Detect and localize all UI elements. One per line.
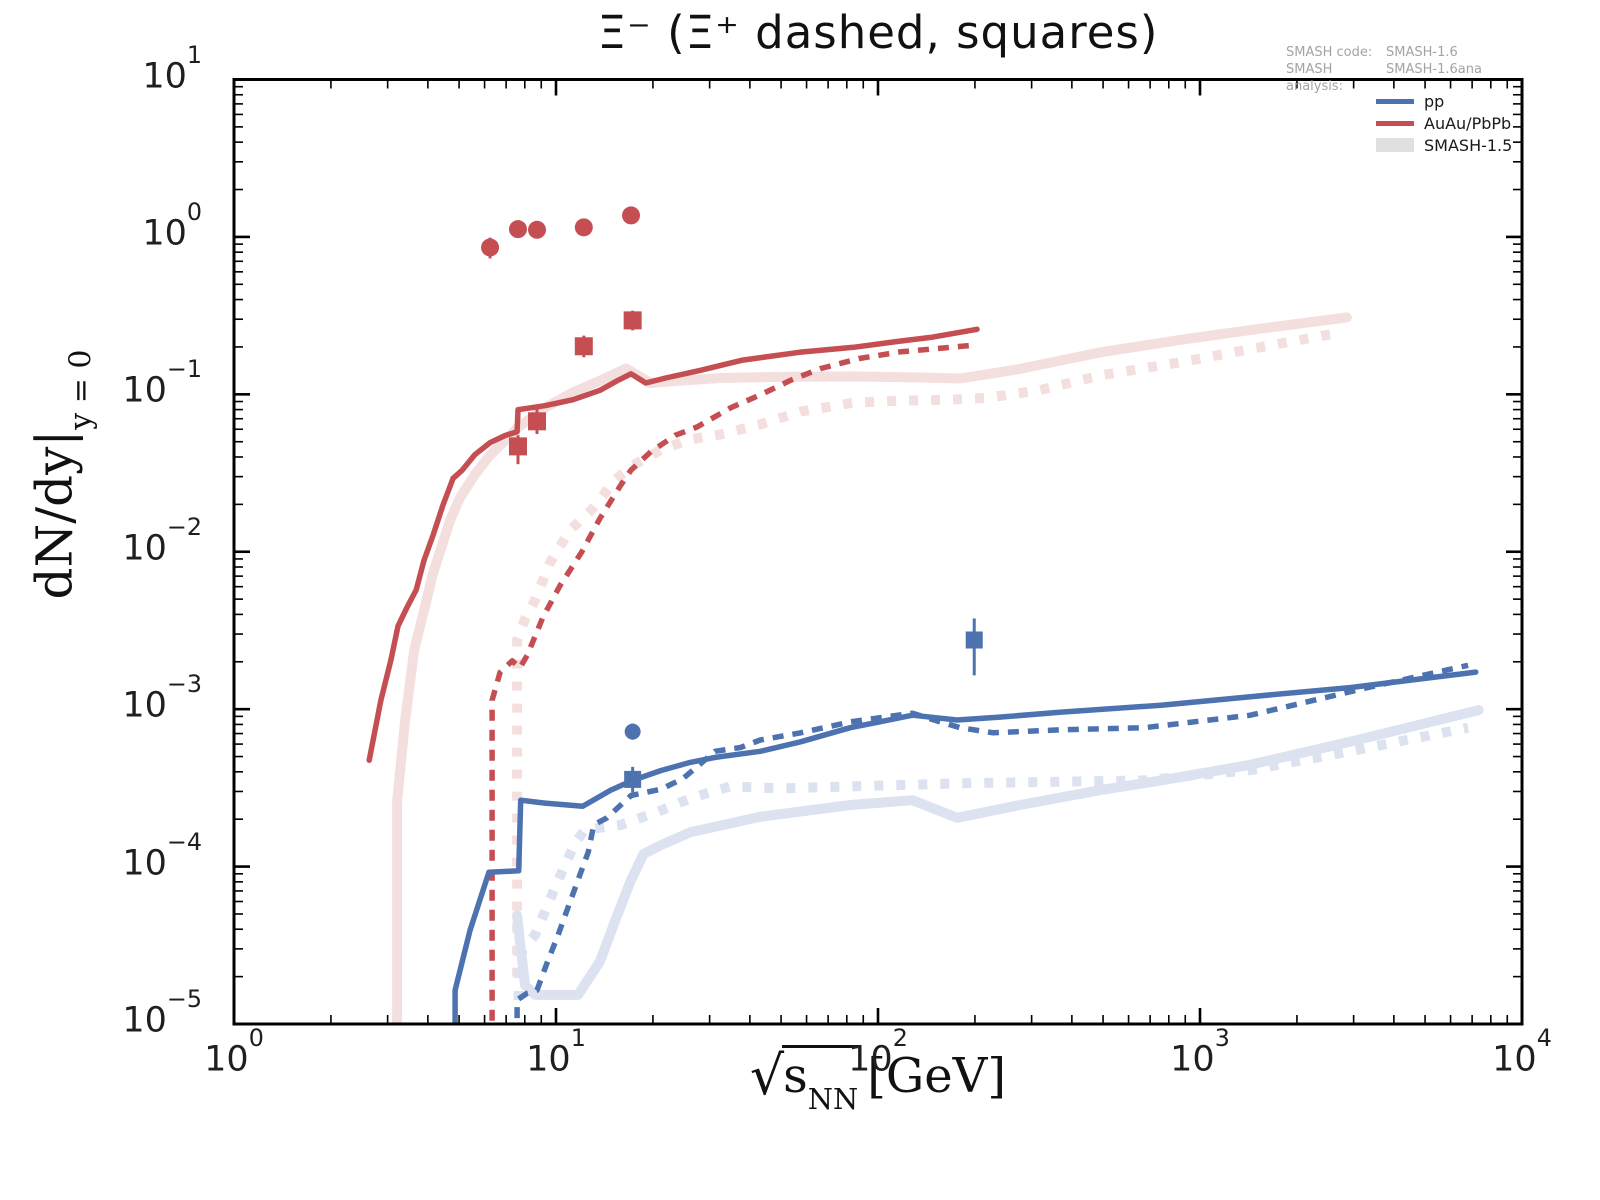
x-tick-label: 102 — [848, 1024, 908, 1080]
legend-label: AuAu/PbPb — [1424, 113, 1512, 133]
x-tick-label: 100 — [204, 1024, 264, 1080]
y-tick-label: 10−5 — [122, 985, 202, 1041]
legend-label: SMASH-1.5 — [1424, 135, 1513, 155]
y-tick-label: 10−3 — [122, 670, 202, 726]
legend-item-pp: pp — [1376, 90, 1512, 112]
annotation-row: SMASH code: SMASH-1.6 — [1286, 44, 1482, 61]
x-tick-label: 103 — [1170, 1024, 1230, 1080]
y-tick-label: 10−2 — [122, 512, 202, 569]
x-axis-label: √sNN [GeV] — [749, 1043, 1007, 1116]
x-tick-label: 104 — [1492, 1024, 1552, 1080]
y-axis-label: dN/dy|y = 0 — [25, 349, 99, 600]
y-tick-label: 101 — [142, 40, 202, 97]
legend-label: pp — [1424, 91, 1445, 111]
y-tick-label: 10−1 — [122, 355, 202, 411]
legend-swatch — [1376, 138, 1414, 152]
legend: pp AuAu/PbPb SMASH-1.5 — [1376, 90, 1512, 156]
annotation-label: SMASH analysis: — [1286, 62, 1344, 94]
annotation-value: SMASH-1.6ana — [1386, 62, 1482, 77]
legend-swatch — [1376, 98, 1414, 104]
y-tick-label: 100 — [142, 198, 202, 254]
legend-item-smash15: SMASH-1.5 — [1376, 134, 1512, 156]
annotation-value: SMASH-1.6 — [1386, 45, 1458, 60]
x-tick-label: 101 — [526, 1024, 586, 1080]
sqrt-radical: √ — [749, 1043, 785, 1107]
chart-title: Ξ⁻ (Ξ⁺ dashed, squares) — [597, 6, 1159, 59]
legend-swatch — [1376, 120, 1414, 126]
annotation-row: SMASH analysis: SMASH-1.6ana — [1286, 61, 1482, 95]
legend-item-auau-pbpb: AuAu/PbPb — [1376, 112, 1512, 134]
y-tick-label: 10−4 — [122, 827, 202, 884]
smash-version-annotation: SMASH code: SMASH-1.6 SMASH analysis: SM… — [1286, 44, 1482, 95]
annotation-label: SMASH code: — [1286, 45, 1373, 60]
